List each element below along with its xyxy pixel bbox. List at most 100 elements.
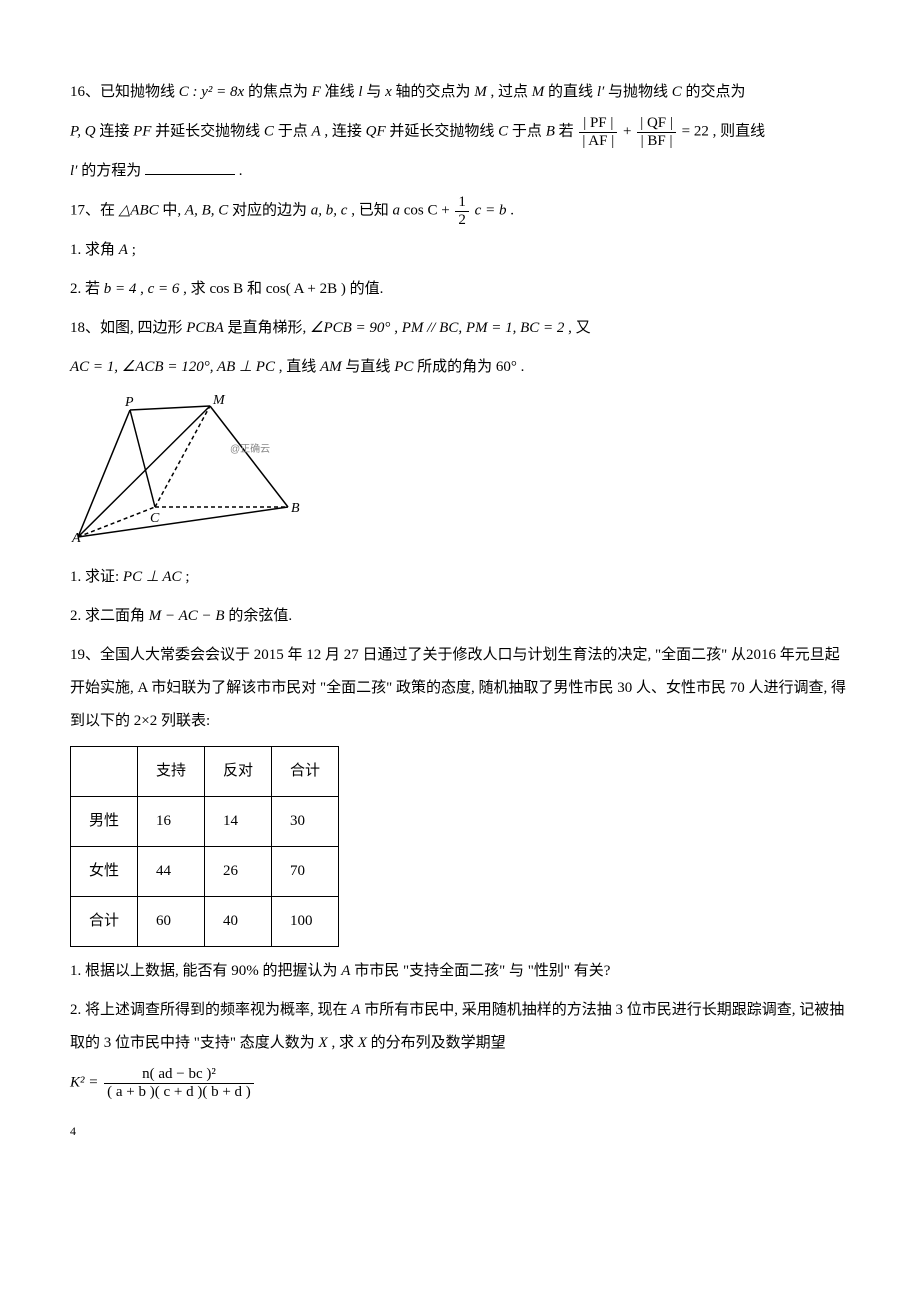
contingency-table: 支持 反对 合计 男性 16 14 30 女性 44 26 70 合计 60 4… [70, 746, 339, 947]
text: 市所有市民中, 采用随机抽样的方法抽 [364, 1002, 615, 1018]
q19-intro: 19、全国人大常委会会议于 2015 年 12 月 27 日通过了关于修改人口与… [70, 639, 850, 738]
text: 列联表: [161, 713, 210, 729]
text: 和 [247, 281, 266, 297]
cell: 30 [272, 797, 339, 847]
q18-part1: 1. 求证: PC ⊥ AC ; [70, 561, 850, 594]
sym-A: A [311, 123, 320, 139]
sym-lprime2: l′ [70, 163, 77, 179]
expr-cosA2B: cos( A + 2B ) [266, 281, 346, 297]
expr-cosB: cos B [209, 281, 243, 297]
sym-QF: QF [366, 123, 386, 139]
expr-b4: b = 4 [104, 281, 137, 297]
label-A: A [71, 531, 81, 542]
sym-ABC: A, B, C [185, 202, 228, 218]
den: ( a + b )( c + d )( b + d ) [104, 1084, 254, 1101]
k2-frac: n( ad − bc )² ( a + b )( c + d )( b + d … [104, 1066, 254, 1100]
expr-cb: c = b [475, 202, 507, 218]
expr-a: a [392, 202, 400, 218]
sym-lprime: l′ [597, 84, 604, 100]
expr-ac: AC = 1, ∠ACB = 120°, AB ⊥ PC [70, 359, 275, 375]
frac-pf-af: | PF | | AF | [579, 115, 617, 149]
q16-line1: 16、已知抛物线 C : y² = 8x 的焦点为 F 准线 l 与 x 轴的交… [70, 76, 850, 109]
table-row: 女性 44 26 70 [71, 847, 339, 897]
cell: 14 [205, 797, 272, 847]
q17-line1: 17、在 △ABC 中, A, B, C 对应的边为 a, b, c , 已知 … [70, 194, 850, 228]
cell: 26 [205, 847, 272, 897]
cell: 70 [272, 847, 339, 897]
sym-PC: PC [394, 359, 413, 375]
cell: 16 [138, 797, 205, 847]
text: 并延长交抛物线 [155, 123, 264, 139]
q17-part2: 2. 若 b = 4 , c = 6 , 求 cos B 和 cos( A + … [70, 273, 850, 306]
math-parabola: C : y² = 8x [179, 84, 244, 100]
sym-A: A [119, 242, 128, 258]
frac-qf-bf: | QF | | BF | [637, 115, 676, 149]
sym-C3: C [498, 123, 508, 139]
text: 2. 将上述调查所得到的频率视为概率, 现在 [70, 1002, 351, 1018]
sym-PQ: P, Q [70, 123, 96, 139]
text: . [239, 163, 243, 179]
text: 2. 求二面角 [70, 608, 149, 624]
text: 1. 根据以上数据, 能否有 [70, 963, 231, 979]
text: 16、已知抛物线 [70, 84, 179, 100]
label-P: P [124, 395, 134, 410]
text: 位市民中持 "支持" 态度人数为 [115, 1035, 319, 1051]
text: 的余弦值. [228, 608, 292, 624]
expr-cos: cos C + [404, 202, 454, 218]
label-B: B [291, 501, 300, 516]
text: 市市民 "支持全面二孩" 与 "性别" 有关? [354, 963, 610, 979]
text: . [510, 202, 514, 218]
text: 并延长交抛物线 [389, 123, 498, 139]
text: 18、如图, 四边形 [70, 320, 186, 336]
text: . [521, 359, 525, 375]
sym-PF: PF [133, 123, 151, 139]
sym-AM: AM [320, 359, 342, 375]
text: 的直线 [548, 84, 597, 100]
text: 与 [366, 84, 385, 100]
den: 2 [455, 212, 469, 229]
sym-X2: X [358, 1035, 367, 1051]
num: | PF | [579, 115, 617, 133]
table-row: 男性 16 14 30 [71, 797, 339, 847]
text: 中, [162, 202, 185, 218]
text: 1. 求证: [70, 569, 123, 585]
q18-figure: P M C B A @正确云 [70, 392, 850, 555]
sym-x: x [385, 84, 392, 100]
cell: 女性 [71, 847, 138, 897]
page: 16、已知抛物线 C : y² = 8x 的焦点为 F 准线 l 与 x 轴的交… [0, 0, 920, 1184]
sym-abc: a, b, c [311, 202, 348, 218]
text: 2. 若 [70, 281, 104, 297]
text: 的值. [350, 281, 384, 297]
cell: 100 [272, 897, 339, 947]
label-C: C [150, 511, 160, 526]
text: ; [132, 242, 136, 258]
cell [71, 747, 138, 797]
num: | QF | [637, 115, 676, 133]
cell: 男性 [71, 797, 138, 847]
q16-line3: l′ 的方程为 . [70, 155, 850, 188]
sym-A2: A [351, 1002, 360, 1018]
geometry-diagram: P M C B A @正确云 [70, 392, 300, 542]
expr-c6: c = 6 [148, 281, 180, 297]
q17-part1: 1. 求角 A ; [70, 234, 850, 267]
page-number: 4 [70, 1118, 850, 1144]
sym-PCBA: PCBA [186, 320, 224, 336]
q18-part2: 2. 求二面角 M − AC − B 的余弦值. [70, 600, 850, 633]
sym-l: l [358, 84, 362, 100]
q19-part2: 2. 将上述调查所得到的频率视为概率, 现在 A 市所有市民中, 采用随机抽样的… [70, 994, 850, 1060]
cell: 44 [138, 847, 205, 897]
label-M: M [212, 393, 226, 408]
plus: + [623, 123, 635, 139]
sym-C: C [672, 84, 682, 100]
cell: 反对 [205, 747, 272, 797]
text: 连接 [99, 123, 133, 139]
den: | BF | [637, 133, 676, 150]
sym-M: M [474, 84, 487, 100]
text: , 连接 [324, 123, 365, 139]
den: | AF | [579, 133, 617, 150]
two-by-two: 2×2 [134, 713, 157, 729]
text: 的把握认为 [263, 963, 342, 979]
sixty: 60° [496, 359, 517, 375]
q19-k2-formula: K² = n( ad − bc )² ( a + b )( c + d )( b… [70, 1066, 850, 1100]
answer-blank [145, 159, 235, 175]
